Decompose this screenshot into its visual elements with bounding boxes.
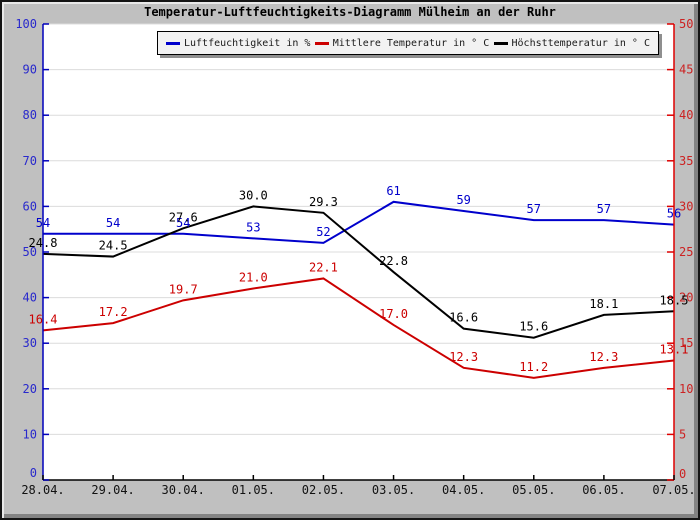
data-label-series-2: 15.6 — [519, 320, 548, 334]
left-axis-tick-label: 90 — [23, 63, 37, 77]
data-label-series-1: 19.7 — [169, 282, 198, 296]
legend-line-icon — [314, 41, 329, 45]
data-label-series-1: 12.3 — [449, 350, 478, 364]
data-label-series-0: 54 — [106, 216, 120, 230]
legend-item-hoechsttemperatur: Höchsttemperatur in ° C — [493, 37, 650, 49]
x-axis-label: 05.05. — [512, 483, 555, 497]
right-axis-tick-label: 45 — [679, 63, 693, 77]
series-line-0 — [43, 200, 675, 244]
data-label-series-1: 21.0 — [239, 270, 268, 284]
x-axis-label: 30.04. — [162, 483, 205, 497]
data-label-series-2: 22.8 — [379, 254, 408, 268]
data-label-series-0: 53 — [246, 220, 260, 234]
legend-label: Mittlere Temperatur in ° C — [332, 37, 490, 49]
right-axis-tick-label: 15 — [679, 336, 693, 350]
x-axis-label: 03.05. — [372, 483, 415, 497]
left-axis-tick-label: 100 — [15, 17, 37, 31]
left-axis-tick-label: 50 — [23, 245, 37, 259]
right-axis-tick-label: 5 — [679, 427, 686, 441]
chart-legend: Luftfeuchtigkeit in % Mittlere Temperatu… — [157, 31, 659, 55]
data-label-series-0: 61 — [386, 184, 400, 198]
x-axis-label: 07.05. — [652, 483, 695, 497]
right-axis-tick-label: 10 — [679, 382, 693, 396]
left-axis-tick-label: 40 — [23, 291, 37, 305]
right-axis-tick-label: 35 — [679, 154, 693, 168]
data-label-series-1: 12.3 — [589, 350, 618, 364]
x-axis-label: 06.05. — [582, 483, 625, 497]
data-label-series-0: 57 — [597, 202, 611, 216]
data-label-series-2: 18.5 — [660, 293, 689, 307]
data-label-series-1: 17.0 — [379, 307, 408, 321]
left-axis-tick-label: 30 — [23, 336, 37, 350]
left-axis-tick-label: 80 — [23, 108, 37, 122]
series-line-1 — [42, 277, 675, 379]
data-label-series-1: 22.1 — [309, 260, 338, 274]
data-label-series-2: 24.5 — [99, 239, 128, 253]
x-axis-label: 02.05. — [302, 483, 345, 497]
data-label-series-2: 29.3 — [309, 195, 338, 209]
right-axis-tick-label: 20 — [679, 291, 693, 305]
legend-item-mittlere-temperatur: Mittlere Temperatur in ° C — [314, 37, 490, 49]
data-label-series-1: 13.1 — [660, 343, 689, 357]
left-axis-tick-label: 60 — [23, 199, 37, 213]
left-axis-tick-label: 70 — [23, 154, 37, 168]
data-label-series-0: 54 — [36, 216, 50, 230]
x-axis-label: 04.05. — [442, 483, 485, 497]
series-line-2 — [42, 205, 675, 339]
data-label-series-0: 52 — [316, 225, 330, 239]
left-axis-tick-label: 20 — [23, 382, 37, 396]
data-label-series-0: 56 — [667, 207, 681, 221]
data-label-series-2: 18.1 — [589, 297, 618, 311]
data-label-series-0: 57 — [527, 202, 541, 216]
data-label-series-2: 16.6 — [449, 311, 478, 325]
data-label-series-1: 17.2 — [99, 305, 128, 319]
data-label-series-1: 11.2 — [519, 360, 548, 374]
data-label-series-1: 16.4 — [29, 312, 58, 326]
x-axis-label: 28.04. — [21, 483, 64, 497]
right-axis-tick-label: 40 — [679, 108, 693, 122]
legend-line-icon — [166, 41, 180, 45]
right-axis-tick-label: 25 — [679, 245, 693, 259]
legend-line-icon — [493, 41, 508, 45]
data-label-series-0: 59 — [456, 193, 470, 207]
right-axis-tick-label: 30 — [679, 199, 693, 213]
right-axis-tick-label: 0 — [679, 467, 686, 481]
data-label-series-2: 24.8 — [29, 236, 58, 250]
x-axis-label: 01.05. — [232, 483, 275, 497]
left-axis-tick-label: 0 — [30, 466, 37, 480]
legend-item-luftfeuchtigkeit: Luftfeuchtigkeit in % — [166, 38, 310, 49]
data-label-series-2: 30.0 — [239, 188, 268, 202]
legend-label: Höchsttemperatur in ° C — [511, 37, 650, 49]
data-label-series-2: 27.6 — [169, 210, 198, 224]
chart-title: Temperatur-Luftfeuchtigkeits-Diagramm Mü… — [144, 5, 556, 19]
left-axis-tick-label: 10 — [23, 427, 37, 441]
legend-label: Luftfeuchtigkeit in % — [184, 37, 311, 49]
data-label-series-0: 54 — [176, 216, 190, 230]
x-axis-label: 29.04. — [91, 483, 134, 497]
right-axis-tick-label: 50 — [679, 17, 693, 31]
